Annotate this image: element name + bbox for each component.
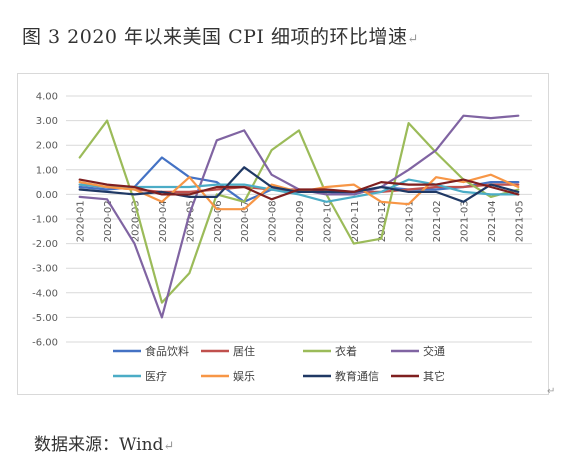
legend-item: 食品饮料: [113, 344, 189, 358]
x-tick-label: 2021-04: [487, 200, 498, 242]
x-tick-label: 2020-01: [76, 200, 87, 242]
x-tick-label: 2020-12: [377, 200, 388, 242]
x-tick-label: 2020-07: [240, 200, 251, 242]
series-line: [78, 178, 520, 203]
legend-label: 居住: [233, 344, 255, 358]
x-tick-label: 2020-09: [295, 200, 306, 242]
x-tick-label: 2021-01: [405, 200, 416, 242]
y-tick-label: -6.00: [32, 338, 58, 349]
y-tick-label: 1.00: [36, 165, 58, 176]
x-tick-label: 2020-04: [158, 200, 169, 242]
legend-item: 居住: [201, 344, 255, 358]
y-tick-labels: 4.00 3.00 2.00 1.00 0.00 -1.00 -2.00 -3.00 -4.00…: [32, 92, 58, 349]
source-text: 数据来源：Wind: [34, 435, 164, 455]
figure-title: 图 3 2020 年以来美国 CPI 细项的环比增速↵: [22, 22, 419, 49]
source-note: 数据来源：Wind↵: [34, 430, 174, 455]
series-lines: [78, 114, 520, 319]
paragraph-mark: ↵: [407, 32, 419, 47]
series-line: [78, 178, 520, 201]
x-tick-label: 2020-11: [350, 200, 361, 242]
x-tick-label: 2020-08: [268, 200, 279, 242]
y-tick-label: 0.00: [36, 190, 58, 201]
x-tick-label: 2020-05: [185, 200, 196, 242]
legend-label: 食品饮料: [145, 344, 189, 358]
legend-item: 娱乐: [201, 369, 255, 383]
y-tick-label: -2.00: [32, 239, 58, 250]
x-tick-label: 2020-03: [131, 200, 142, 242]
series-line: [78, 119, 520, 304]
legend-item: 交通: [391, 344, 445, 358]
y-tick-label: 4.00: [36, 92, 58, 103]
legend-label: 医疗: [145, 369, 167, 383]
legend-item: 其它: [391, 369, 445, 383]
y-tick-label: 3.00: [36, 116, 58, 127]
x-tick-labels: 2020-01 2020-02 2020-03 2020-04 2020-05 2020-…: [76, 200, 526, 242]
source-paragraph-mark: ↵: [163, 439, 175, 454]
x-tick-label: 2021-05: [514, 200, 525, 242]
x-tick-label: 2021-02: [432, 200, 443, 242]
y-tick-label: 2.00: [36, 141, 58, 152]
legend-item: 教育通信: [303, 369, 379, 383]
line-chart: 4.00 3.00 2.00 1.00 0.00 -1.00 -2.00 -3.00 -4.00…: [32, 92, 532, 383]
x-tick-label: 2020-06: [213, 200, 224, 242]
y-tick-label: -4.00: [32, 288, 58, 299]
legend-label: 衣着: [335, 344, 357, 358]
frame-paragraph-mark: ↵: [547, 386, 556, 397]
legend-label: 教育通信: [335, 369, 379, 383]
legend-item: 衣着: [303, 344, 357, 358]
legend-label: 娱乐: [233, 369, 255, 383]
y-tick-label: -1.00: [32, 215, 58, 226]
legend-label: 交通: [423, 344, 445, 358]
y-tick-label: -3.00: [32, 264, 58, 275]
x-tick-label: 2020-02: [103, 200, 114, 242]
y-tick-label: -5.00: [32, 313, 58, 324]
legend-label: 其它: [423, 369, 445, 383]
x-tick-label: 2021-03: [459, 200, 470, 242]
series-line: [78, 166, 520, 203]
legend-item: 医疗: [113, 369, 167, 383]
chart-frame: 4.00 3.00 2.00 1.00 0.00 -1.00 -2.00 -3.00 -4.00…: [17, 73, 549, 395]
x-tick-label: 2020-10: [322, 200, 333, 242]
figure-title-text: 图 3 2020 年以来美国 CPI 细项的环比增速: [22, 26, 408, 48]
